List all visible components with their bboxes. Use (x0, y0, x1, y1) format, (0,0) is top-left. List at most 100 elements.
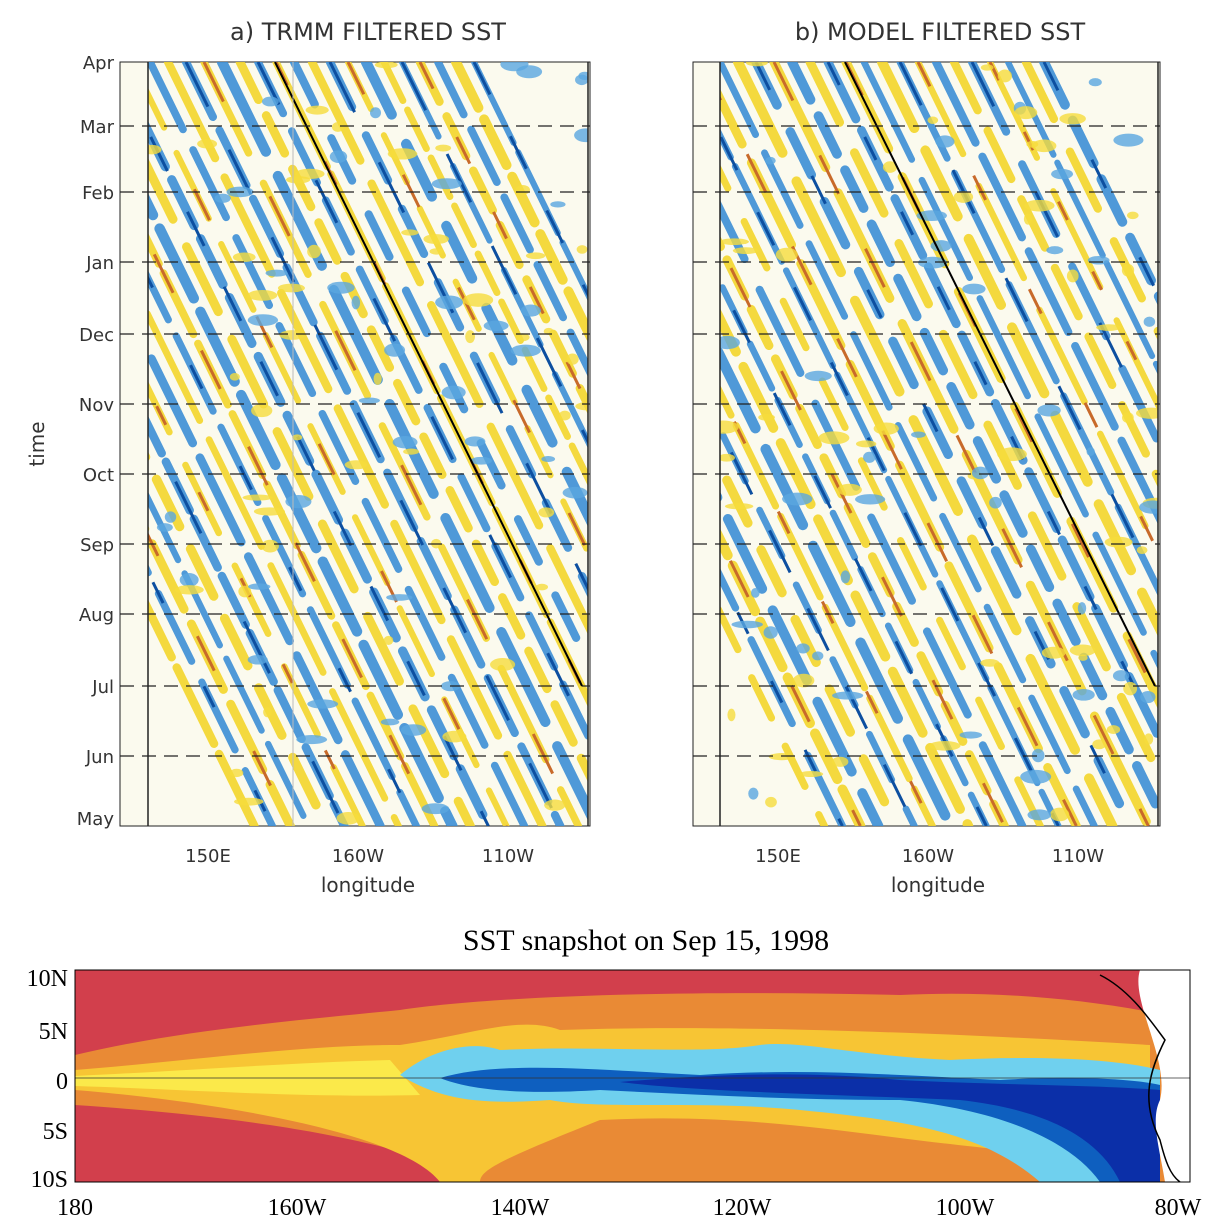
noise-blob (307, 244, 321, 259)
noise-blob (804, 370, 832, 382)
wave-stripe (720, 274, 990, 826)
noise-blob (927, 116, 939, 124)
wave-stripe (751, 62, 1136, 826)
noise-blob (442, 730, 467, 743)
x-tick-label: 180 (57, 1195, 93, 1221)
noise-blob (1051, 168, 1074, 180)
noise-blob (435, 144, 452, 152)
noise-blob (263, 707, 272, 718)
noise-blob (1072, 689, 1095, 701)
noise-blob (515, 333, 530, 342)
wave-core (148, 568, 274, 826)
noise-blob (962, 283, 986, 295)
noise-blob (386, 594, 413, 601)
noise-blob (265, 269, 288, 277)
noise-blob (305, 105, 329, 115)
noise-blob (758, 414, 775, 421)
wave-core (772, 62, 1150, 826)
noise-blob (575, 74, 588, 86)
noise-blob (855, 440, 877, 448)
noise-blob (1092, 739, 1107, 750)
wave-stripe (805, 62, 1158, 783)
noise-blob (383, 635, 394, 646)
noise-blob (1096, 324, 1122, 331)
wave-stripe (877, 62, 1158, 637)
x-tick-label: 100W (936, 1195, 995, 1221)
wave-stripe (325, 62, 588, 599)
y-tick-label: 10N (27, 966, 68, 992)
wave-stripe (720, 604, 829, 826)
noise-blob (329, 150, 348, 163)
noise-blob (344, 460, 368, 470)
y-tick-label: Jul (91, 677, 114, 698)
wave-stripe (1004, 62, 1158, 376)
wave-stripe (148, 599, 259, 826)
map-frame (74, 969, 1191, 1183)
noise-blob (720, 420, 739, 434)
noise-blob (1020, 769, 1052, 784)
panel-title: b) MODEL FILTERED SST (795, 18, 1086, 46)
noise-blob (148, 144, 162, 155)
noise-blob (1086, 447, 1095, 456)
wave-stripe (307, 62, 588, 635)
wave-stripe (931, 62, 1158, 525)
wave-stripe (986, 62, 1158, 412)
noise-blob (279, 330, 306, 340)
wave-stripe (360, 62, 588, 527)
y-tick-label: Aug (79, 605, 114, 626)
wave-stripe (720, 307, 974, 826)
x-axis-label: longitude (321, 873, 415, 897)
noise-blob (959, 731, 983, 739)
wave-core (826, 62, 1158, 739)
x-tick-label: 160W (332, 846, 384, 867)
noise-blob (174, 585, 204, 595)
noise-blob (1122, 412, 1134, 423)
noise-blob (863, 451, 876, 463)
noise-blob (373, 372, 382, 385)
noise-blob (911, 431, 926, 438)
noise-blob (336, 811, 360, 825)
wave-stripe (720, 455, 902, 826)
noise-blob (164, 511, 177, 523)
noise-blob (916, 210, 947, 222)
noise-blob (483, 320, 509, 332)
noise-blob (1027, 809, 1052, 821)
wave-stripe (148, 451, 332, 826)
wave-stripe (720, 164, 1044, 826)
y-tick-label: 0 (56, 1069, 68, 1095)
noise-blob (918, 256, 948, 269)
noise-blob (401, 229, 419, 236)
noise-blob (370, 107, 382, 119)
noise-blob (558, 410, 571, 421)
noise-blob (294, 168, 325, 179)
x-axis-label: longitude (891, 873, 985, 897)
wave-stripe (415, 62, 588, 415)
wave-stripe (148, 415, 349, 826)
noise-blob (799, 771, 824, 778)
wave-stripe (967, 62, 1158, 451)
noise-blob (1113, 133, 1144, 147)
noise-blob (331, 122, 344, 132)
wave-core (720, 242, 1006, 826)
wave-core (328, 62, 588, 592)
noise-blob (327, 281, 355, 294)
noise-blob (1121, 263, 1135, 277)
wave-stripe (949, 62, 1158, 488)
noise-blob (574, 128, 588, 143)
noise-blob (392, 436, 418, 449)
noise-blob (387, 148, 418, 160)
noise-blob (971, 466, 989, 480)
noise-blob (1143, 316, 1156, 327)
noise-blob (525, 252, 546, 260)
phase-line (844, 62, 1156, 687)
x-tick-label: 120W (713, 1195, 772, 1221)
phase-line (274, 62, 583, 687)
y-tick-label: Sep (80, 535, 114, 556)
wave-core (720, 536, 862, 826)
wave-stripe (787, 62, 1158, 821)
y-tick-label: Jan (85, 253, 114, 274)
y-tick-label: Feb (82, 183, 114, 204)
noise-blob (832, 691, 864, 700)
noise-blob (538, 507, 555, 518)
